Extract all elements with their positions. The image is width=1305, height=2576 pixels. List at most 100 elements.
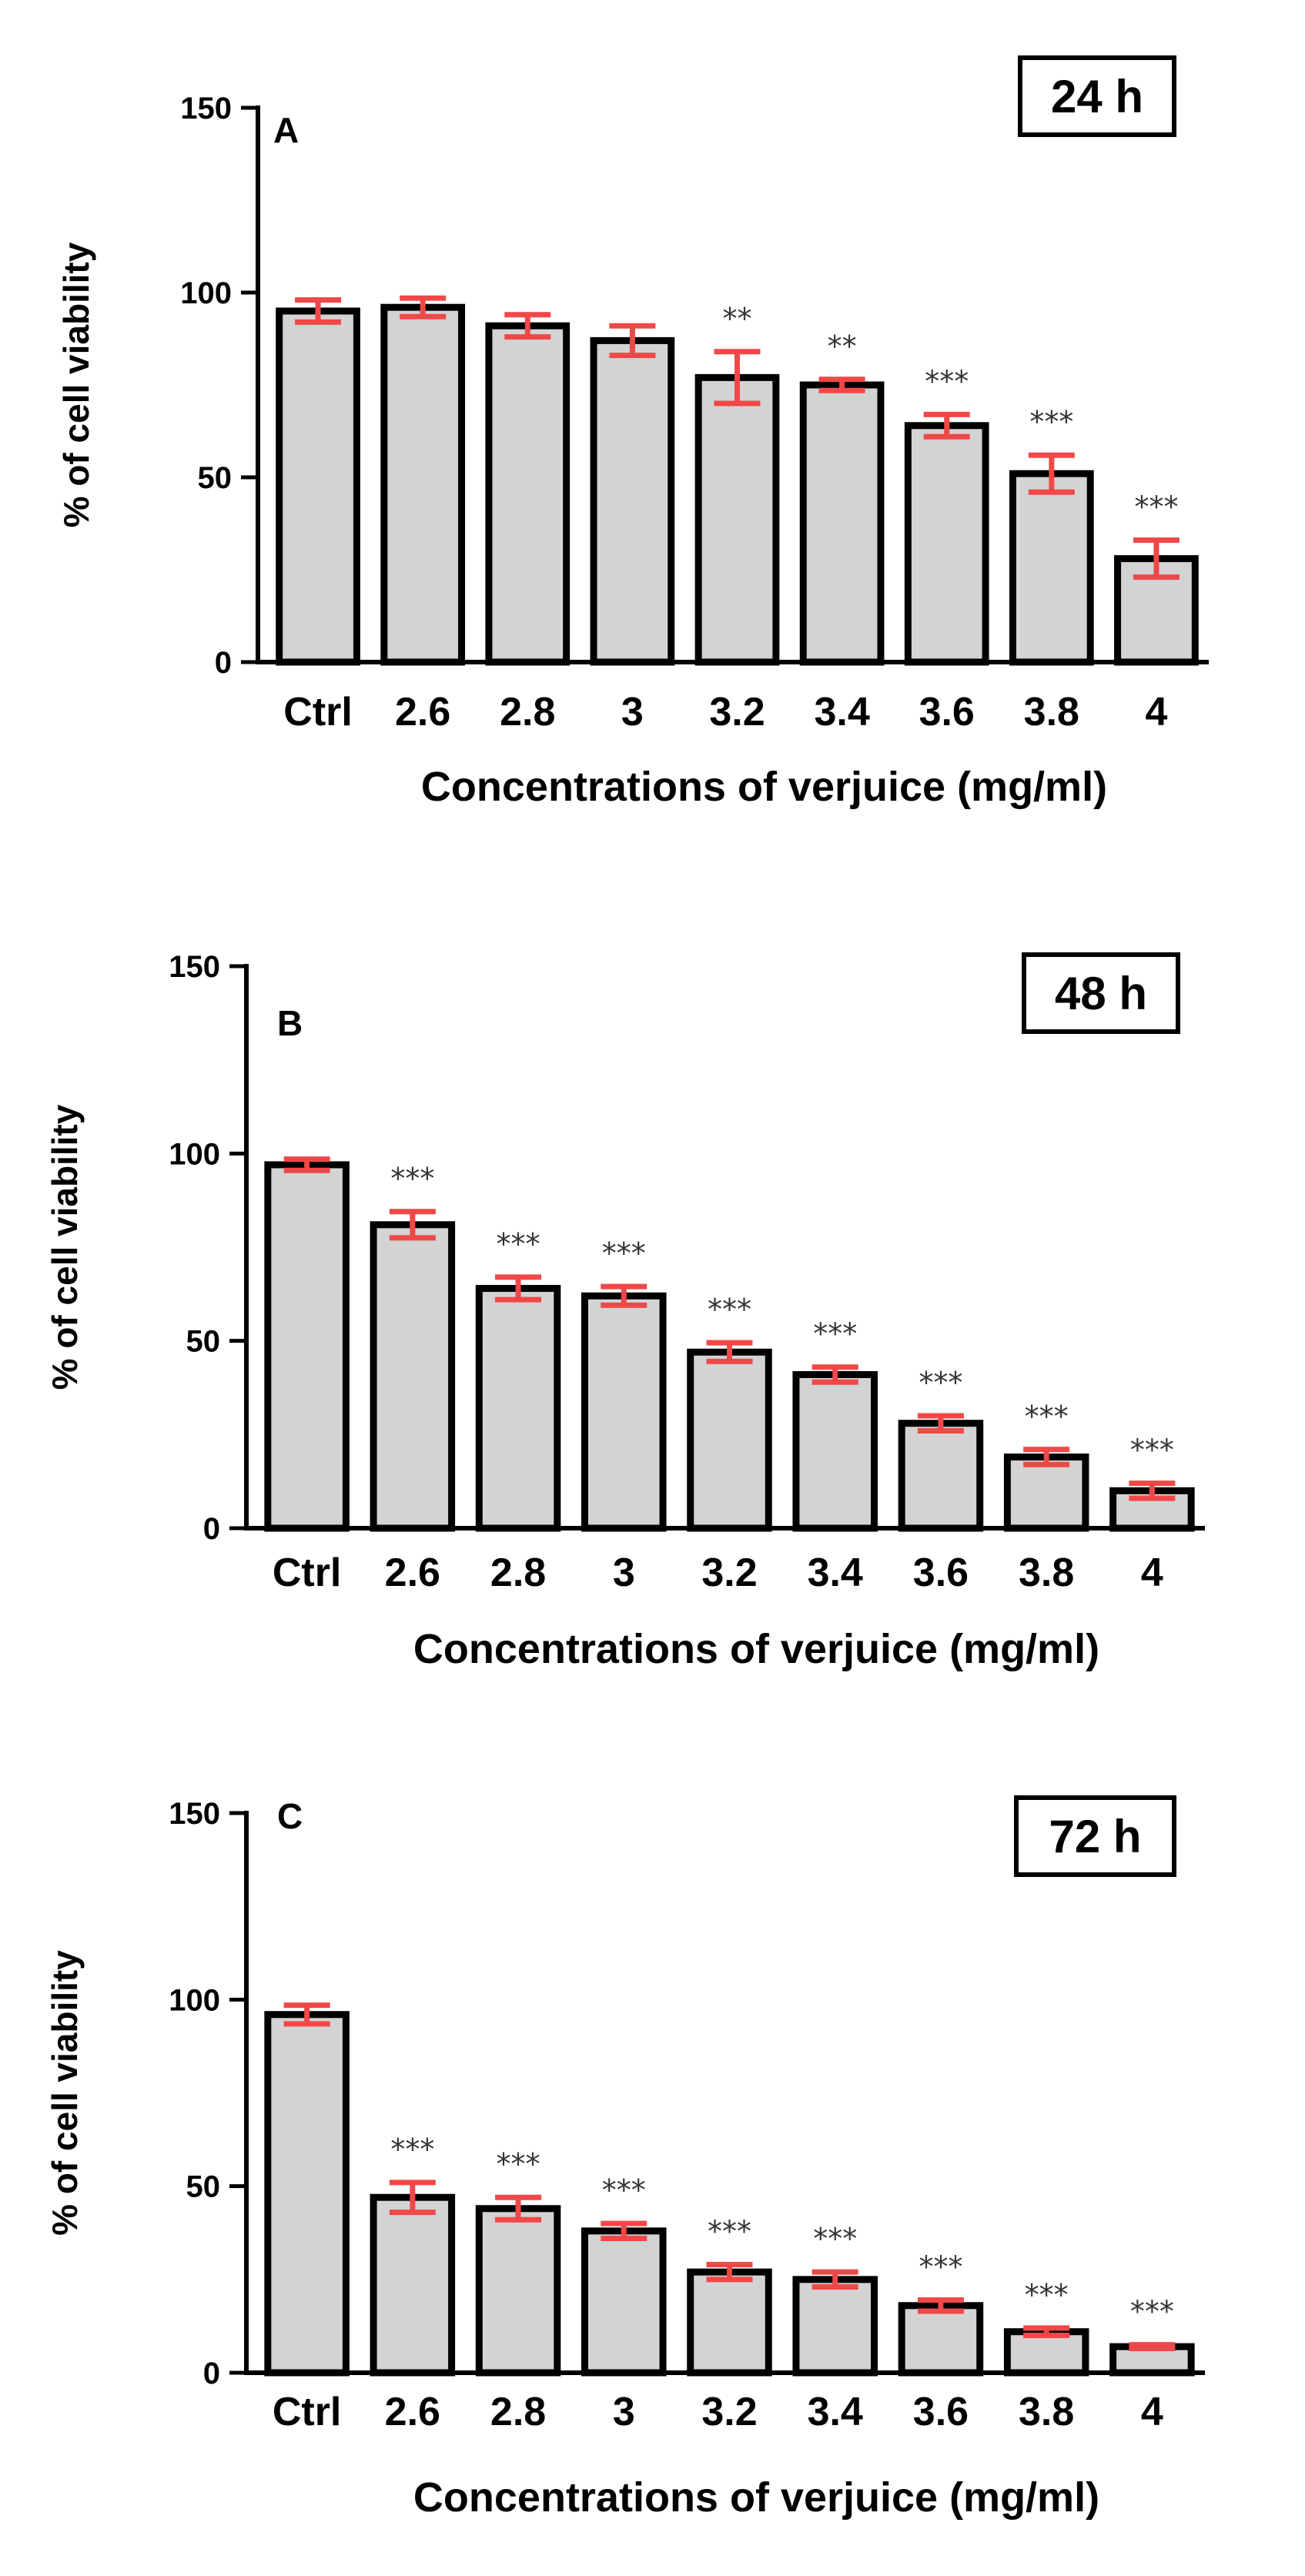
panel-a: 0 50 100 150 % of cell viability Concentratio… (56, 55, 1209, 810)
significance-mark: *** (925, 364, 969, 398)
error-bar (917, 1413, 964, 1434)
bar-3.4 (792, 2276, 878, 2377)
x-tick-label: 3.6 (913, 2390, 969, 2434)
significance-mark: *** (813, 1317, 857, 1351)
time-label-box (1014, 1795, 1176, 1877)
bar-3 (581, 2227, 667, 2377)
bar-2.6 (370, 2193, 456, 2377)
y-axis-label: % of cell viability (45, 1104, 85, 1390)
error-bar (495, 1274, 542, 1303)
error-bar (609, 323, 656, 359)
x-tick-label: 3.6 (919, 690, 975, 734)
significance-mark: *** (497, 2147, 540, 2181)
y-axis-label: % of cell viability (45, 1950, 85, 2236)
significance-mark: *** (602, 1236, 646, 1270)
x-tick-label: Ctrl (273, 2390, 342, 2434)
bar-2.8 (485, 322, 571, 666)
x-tick-label: 3.4 (808, 1551, 863, 1595)
significance-mark: *** (1130, 2295, 1174, 2329)
x-tick-label: 3.2 (709, 690, 765, 734)
error-bar (504, 312, 551, 340)
time-label-box (1018, 55, 1176, 137)
x-tick-label: 3.2 (701, 1551, 757, 1595)
error-bar (818, 376, 865, 393)
panel-letter: A (273, 110, 299, 150)
x-tick-label: 3.4 (808, 2390, 863, 2434)
error-bar (1023, 2325, 1070, 2339)
significance-mark: *** (1134, 490, 1178, 524)
bar-Ctrl (264, 1161, 350, 1532)
y-tick-label: 150 (180, 92, 232, 125)
error-bar (601, 2220, 647, 2242)
error-bar (1129, 2342, 1176, 2351)
error-bar (295, 297, 342, 325)
x-tick-label: 2.6 (385, 2390, 440, 2434)
bar-Ctrl (264, 2011, 350, 2377)
significance-mark: *** (919, 2250, 962, 2283)
error-bar (811, 1364, 858, 1385)
bar-3.4 (799, 381, 885, 666)
x-tick-label: 3 (613, 2390, 635, 2434)
bar-3.6 (898, 1420, 984, 1532)
x-tick-label: 2.8 (500, 690, 555, 734)
bar-3 (590, 336, 675, 666)
significance-mark: ** (828, 330, 857, 363)
x-tick-label: 3.8 (1019, 1551, 1074, 1595)
error-bar (706, 2261, 753, 2283)
significance-mark: *** (390, 1162, 434, 1196)
y-tick-label: 100 (180, 276, 232, 310)
x-tick-label: 3.4 (814, 690, 869, 734)
x-tick-label: 2.6 (395, 690, 450, 734)
y-tick-label: 100 (169, 1137, 220, 1171)
y-tick-label: 50 (198, 461, 233, 495)
y-tick-label: 0 (215, 646, 232, 680)
error-bar (389, 2180, 436, 2216)
error-bar (283, 2002, 330, 2027)
x-tick-label: 4 (1145, 690, 1167, 734)
x-tick-label: 2.6 (385, 1551, 440, 1595)
significance-mark: *** (1130, 1434, 1174, 1467)
significance-mark: *** (602, 2173, 646, 2207)
error-bar (601, 1283, 647, 1308)
significance-mark: *** (708, 1293, 751, 1326)
significance-mark: *** (1025, 2278, 1069, 2312)
bar-2.8 (475, 2205, 561, 2377)
time-label: 24 h (1051, 71, 1143, 122)
error-bar (714, 349, 761, 406)
y-tick-label: 0 (203, 1512, 220, 1546)
significance-mark: *** (813, 2222, 857, 2256)
bar-3.8 (1009, 470, 1094, 666)
error-bar (811, 2269, 858, 2290)
error-bar (1023, 1447, 1070, 1467)
y-tick-label: 150 (169, 1797, 220, 1831)
error-bar (1129, 1480, 1176, 1501)
bar-Ctrl (276, 307, 360, 666)
error-bar (495, 2194, 542, 2223)
bar-3.2 (687, 2268, 772, 2377)
error-bar (923, 411, 970, 440)
bar-3.6 (898, 2302, 984, 2377)
significance-mark: *** (919, 1366, 962, 1400)
y-tick-label: 0 (203, 2357, 220, 2390)
bar-3.6 (904, 422, 989, 666)
y-axis-label: % of cell viability (56, 242, 96, 527)
panel-b: 0 50 100 150 % of cell viability Concentratio… (45, 950, 1205, 1672)
significance-mark: *** (497, 1227, 540, 1261)
x-tick-label: 3 (613, 1551, 635, 1595)
error-bar (706, 1340, 753, 1364)
bar-2.6 (370, 1221, 456, 1532)
panel-letter: C (277, 1796, 303, 1836)
y-tick-label: 100 (169, 1983, 220, 2017)
error-bar (1133, 537, 1180, 580)
time-label-box (1022, 952, 1180, 1034)
x-tick-label: 3.2 (701, 2390, 757, 2434)
significance-mark: *** (390, 2133, 434, 2166)
bar-3.2 (694, 373, 780, 666)
x-tick-label: 2.8 (490, 2390, 546, 2434)
x-tick-label: Ctrl (283, 690, 353, 734)
x-tick-label: 3 (621, 690, 644, 734)
bar-3 (581, 1292, 667, 1532)
x-tick-label: 3.6 (913, 1551, 969, 1595)
significance-mark: *** (1025, 1400, 1069, 1434)
